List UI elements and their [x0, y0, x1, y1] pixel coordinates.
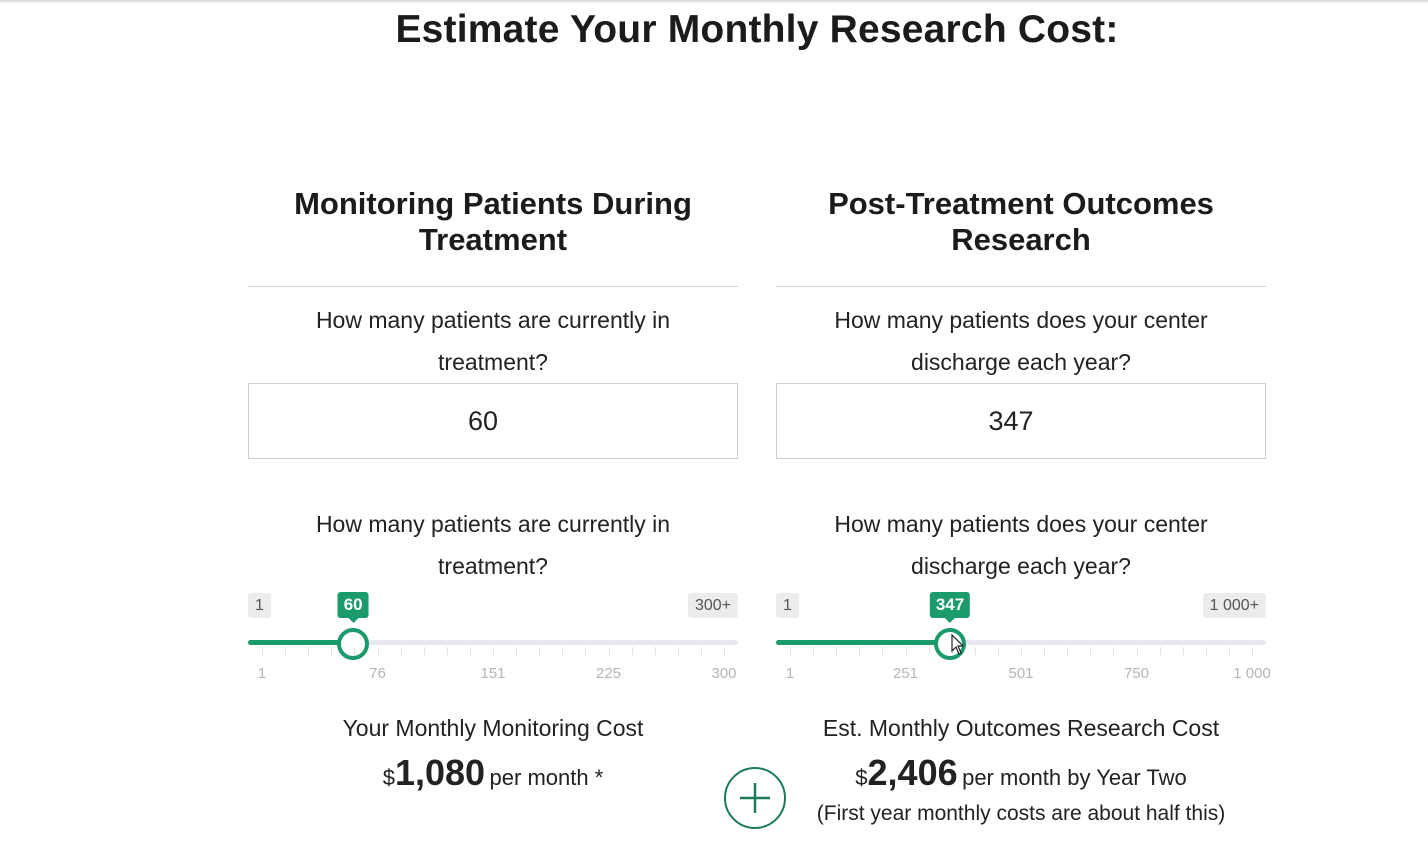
- monitoring-cost-label: Your Monthly Monitoring Cost: [342, 715, 644, 741]
- slider-tick: [997, 647, 999, 655]
- outcomes-input-question: How many patients does your center disch…: [834, 307, 1208, 375]
- slider-scale-label: 151: [480, 665, 506, 682]
- outcomes-cost-note: (First year monthly costs are about half…: [816, 802, 1226, 825]
- slider-tick: [493, 647, 494, 655]
- slider-min-label: 1: [776, 593, 799, 618]
- slider-value-bubble: 60: [337, 592, 369, 623]
- slider-tick: [1159, 647, 1161, 655]
- discharged-patients-input[interactable]: [776, 383, 1266, 459]
- slider-track[interactable]: [248, 640, 738, 645]
- slider-scale-label: 300: [711, 665, 737, 682]
- slider-tick: [1252, 647, 1253, 655]
- slider-tick: [400, 647, 402, 655]
- plus-icon: [740, 783, 770, 813]
- add-costs-button[interactable]: [724, 767, 786, 829]
- monitoring-title: Monitoring Patients During Treatment: [294, 186, 692, 257]
- slider-tick: [308, 647, 310, 655]
- slider-tick: [1090, 647, 1092, 655]
- slider-tick: [377, 647, 379, 655]
- slider-tick: [882, 647, 884, 655]
- slider-scale-label: 750: [1123, 665, 1150, 682]
- slider-tick: [331, 647, 333, 655]
- outcomes-cost-amount: 2,406: [867, 752, 958, 793]
- outcomes-cost: $2,406 per month by Year Two: [776, 752, 1266, 794]
- slider-handle[interactable]: [337, 628, 370, 660]
- slider-tick: [446, 647, 448, 655]
- slider-fill: [248, 640, 354, 645]
- slider-tick: [836, 647, 838, 655]
- slider-tick: [1136, 647, 1138, 655]
- slider-tick: [631, 647, 633, 655]
- monitoring-slider-question: How many patients are currently in treat…: [315, 511, 671, 579]
- currency-symbol: $: [382, 765, 395, 790]
- slider-min-label: 1: [248, 593, 271, 618]
- slider-tick: [1113, 647, 1115, 655]
- slider-track[interactable]: [776, 640, 1266, 645]
- discharged-patients-slider[interactable]: 1 1 000+ 347 1 251 501 750 1 000: [776, 587, 1271, 687]
- slider-tick: [677, 647, 679, 655]
- slider-tick: [562, 647, 564, 655]
- monitoring-cost-amount: 1,080: [394, 752, 486, 793]
- slider-tick: [285, 647, 287, 655]
- slider-tick: [539, 647, 541, 655]
- slider-tick: [1044, 647, 1046, 655]
- slider-tick: [790, 647, 791, 655]
- slider-ticks: [248, 647, 738, 657]
- slider-tick: [813, 647, 815, 655]
- outcomes-cost-suffix: per month by Year Two: [962, 765, 1187, 790]
- page-title: Estimate Your Monthly Research Cost:: [395, 8, 1119, 51]
- monitoring-cost-suffix: per month *: [489, 765, 604, 790]
- slider-tick: [928, 647, 930, 655]
- slider-tick: [859, 647, 861, 655]
- slider-tick: [585, 647, 587, 655]
- slider-tick: [905, 647, 907, 655]
- slider-value-bubble: 347: [929, 592, 971, 623]
- slider-scale-label: 1 000: [1233, 665, 1271, 682]
- outcomes-slider-question: How many patients does your center disch…: [834, 511, 1208, 579]
- outcomes-section: Post-Treatment Outcomes Research How man…: [776, 180, 1271, 826]
- slider-max-label: 1 000+: [1202, 593, 1266, 618]
- slider-tick: [1067, 647, 1069, 655]
- slider-tick: [654, 647, 656, 655]
- monitoring-cost: $1,080 per month *: [248, 752, 738, 794]
- slider-scale-label: 1: [257, 665, 267, 682]
- patients-in-treatment-input[interactable]: [248, 383, 738, 459]
- slider-tick: [423, 647, 425, 655]
- slider-scale-label: 501: [1008, 665, 1034, 682]
- slider-ticks: [776, 647, 1266, 657]
- monitoring-input-question: How many patients are currently in treat…: [315, 307, 671, 375]
- top-shadow: [0, 0, 1428, 4]
- slider-tick: [516, 647, 518, 655]
- slider-tick: [1182, 647, 1184, 655]
- slider-tick: [1228, 647, 1230, 655]
- outcomes-cost-label: Est. Monthly Outcomes Research Cost: [822, 715, 1220, 741]
- slider-scale-label: 251: [892, 665, 919, 682]
- slider-tick: [262, 647, 263, 655]
- patients-in-treatment-slider[interactable]: 1 300+ 60 1 76 151 225 300: [248, 587, 738, 687]
- slider-tick: [724, 647, 725, 655]
- slider-tick: [354, 647, 356, 655]
- slider-tick: [700, 647, 702, 655]
- slider-fill: [776, 640, 950, 645]
- slider-scale-label: 1: [785, 665, 795, 682]
- slider-max-label: 300+: [687, 593, 738, 618]
- outcomes-title: Post-Treatment Outcomes Research: [828, 186, 1214, 257]
- monitoring-section: Monitoring Patients During Treatment How…: [248, 180, 738, 794]
- slider-tick: [1205, 647, 1207, 655]
- slider-scale-label: 225: [595, 665, 622, 682]
- slider-tick: [1021, 647, 1022, 655]
- divider: [248, 286, 738, 287]
- slider-scale-label: 76: [369, 665, 386, 682]
- currency-symbol: $: [855, 765, 868, 790]
- slider-tick: [974, 647, 976, 655]
- slider-tick: [469, 647, 471, 655]
- slider-tick: [608, 647, 610, 655]
- mouse-pointer-icon: [951, 634, 965, 655]
- divider: [776, 286, 1266, 287]
